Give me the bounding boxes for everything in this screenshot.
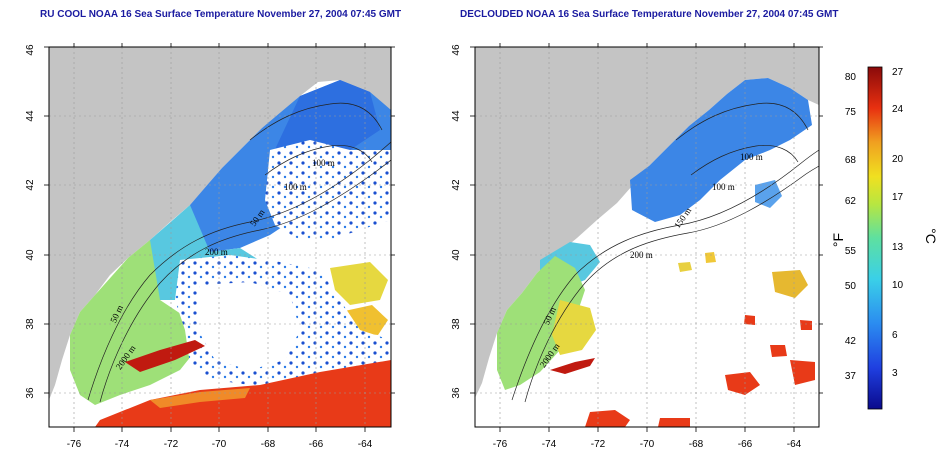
celsius-tick-label: 17	[892, 192, 904, 203]
lon-tick-label: -74	[115, 439, 130, 450]
sst-gulf-stream-core	[125, 340, 205, 372]
fahrenheit-tick-label: 75	[845, 107, 857, 118]
left-panel-title: RU COOL NOAA 16 Sea Surface Temperature …	[40, 9, 402, 20]
sst-blue-patch	[755, 180, 782, 208]
lon-tick-label: -76	[67, 439, 82, 450]
lon-tick-label: -66	[738, 439, 753, 450]
left-contour-label-100m-a: 100 m	[312, 158, 335, 168]
lat-tick-label: 38	[451, 318, 462, 330]
celsius-unit-label: °C	[923, 228, 939, 244]
celsius-tick-label: 10	[892, 280, 904, 291]
left-lat-axis: 36 38 40 42 44 46	[25, 44, 36, 399]
fahrenheit-tick-label: 55	[845, 246, 857, 257]
lon-tick-label: -64	[787, 439, 802, 450]
lon-tick-label: -64	[358, 439, 373, 450]
celsius-tick-label: 20	[892, 154, 904, 165]
celsius-ticks: 27 24 20 17 13 10 6 3	[892, 67, 904, 379]
left-axis-ticks	[44, 43, 395, 432]
sst-yellow-patch	[330, 262, 388, 305]
right-axis-ticks	[470, 43, 823, 432]
cloud-core	[198, 282, 300, 370]
lon-tick-label: -74	[542, 439, 557, 450]
left-map-panel: 100 m 100 m 50 m 200 m 50 m 2000 m -76 -…	[25, 43, 395, 450]
lon-tick-label: -72	[591, 439, 606, 450]
left-contour-label-100m-b: 100 m	[284, 182, 307, 192]
right-map-panel: 100 m 100 m 150 m 200 m 50 m 2000 m -76 …	[451, 43, 823, 450]
right-graticule	[475, 47, 819, 427]
sst-yellow-spot	[678, 262, 692, 272]
lon-tick-label: -72	[164, 439, 179, 450]
lat-tick-label: 46	[451, 44, 462, 56]
sst-green-slope	[497, 256, 585, 390]
sst-gulf-stream-core	[550, 358, 595, 374]
left-map-content: 100 m 100 m 50 m 200 m 50 m 2000 m	[49, 47, 391, 427]
lat-tick-label: 42	[451, 179, 462, 191]
lat-tick-label: 40	[25, 249, 36, 261]
land-mass	[475, 47, 819, 398]
fahrenheit-tick-label: 62	[845, 196, 857, 207]
left-map-frame	[48, 46, 392, 428]
lat-tick-label: 42	[25, 179, 36, 191]
lat-tick-label: 38	[25, 318, 36, 330]
sst-warm-patches	[585, 315, 815, 427]
right-contour-label-100m-b: 100 m	[712, 182, 735, 192]
lat-tick-label: 40	[451, 249, 462, 261]
colorbar: °F °C 80 75 68 62 55 50 42 37 27 24 20 1…	[830, 66, 939, 410]
sst-yellow-patch	[772, 270, 808, 298]
fahrenheit-tick-label: 50	[845, 281, 857, 292]
fahrenheit-tick-label: 68	[845, 155, 857, 166]
lat-tick-label: 44	[25, 110, 36, 122]
left-bathymetry-contours	[87, 102, 391, 403]
right-lon-axis: -76 -74 -72 -70 -68 -66 -64	[493, 439, 802, 450]
fahrenheit-tick-label: 80	[845, 72, 857, 83]
land-mass	[49, 47, 391, 400]
fahrenheit-unit-label: °F	[830, 233, 846, 247]
right-contour-label-100m-a: 100 m	[740, 152, 763, 162]
celsius-tick-label: 27	[892, 67, 904, 78]
left-graticule	[49, 47, 391, 427]
colorbar-gradient	[867, 66, 883, 410]
right-bathymetry-contours	[511, 102, 819, 403]
sst-yellow-spot-2	[705, 252, 716, 263]
right-lat-axis: 36 38 40 42 44 46	[451, 44, 462, 399]
lon-tick-label: -70	[212, 439, 227, 450]
celsius-tick-label: 13	[892, 242, 904, 253]
lon-tick-label: -70	[640, 439, 655, 450]
lat-tick-label: 36	[25, 387, 36, 399]
right-map-content: 100 m 100 m 150 m 200 m 50 m 2000 m	[475, 47, 819, 427]
right-panel-title: DECLOUDED NOAA 16 Sea Surface Temperatur…	[460, 9, 839, 20]
left-lon-axis: -76 -74 -72 -70 -68 -66 -64	[67, 439, 373, 450]
left-contour-label-200m: 200 m	[205, 247, 228, 257]
lon-tick-label: -66	[309, 439, 324, 450]
lon-tick-label: -68	[689, 439, 704, 450]
right-contour-label-200m: 200 m	[630, 250, 653, 260]
sst-green-slope	[70, 240, 200, 405]
lon-tick-label: -76	[493, 439, 508, 450]
lat-tick-label: 36	[451, 387, 462, 399]
celsius-tick-label: 3	[892, 368, 898, 379]
fahrenheit-ticks: 80 75 68 62 55 50 42 37	[845, 72, 857, 382]
celsius-tick-label: 24	[892, 104, 904, 115]
fahrenheit-tick-label: 37	[845, 371, 857, 382]
sst-cold-gulf-of-maine	[630, 78, 812, 222]
celsius-tick-label: 6	[892, 330, 898, 341]
fahrenheit-tick-label: 42	[845, 336, 857, 347]
lon-tick-label: -68	[261, 439, 276, 450]
lat-tick-label: 44	[451, 110, 462, 122]
lat-tick-label: 46	[25, 44, 36, 56]
